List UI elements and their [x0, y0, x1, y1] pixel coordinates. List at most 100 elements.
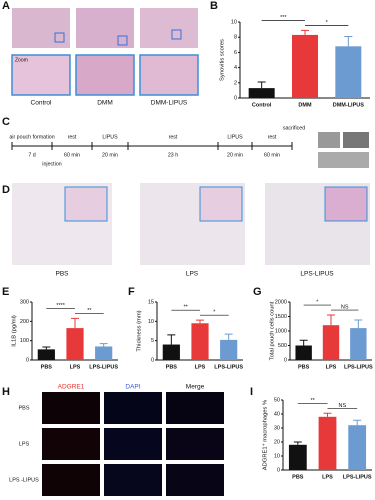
image: [42, 392, 100, 424]
x-tick-label: LPS-LIPUS: [214, 364, 243, 370]
x-tick-label: LPS: [70, 364, 81, 370]
x-tick-label: Control: [252, 102, 272, 108]
sig-label: ***: [280, 15, 287, 21]
error-bar: [257, 81, 266, 89]
panel-label: H: [2, 386, 10, 398]
y-tick-label: 200: [20, 319, 29, 325]
image: [104, 464, 162, 496]
image: [166, 428, 224, 460]
row-label: LPS: [19, 441, 30, 447]
step-duration: 7 d: [28, 152, 35, 158]
x-tick-label: LPS: [322, 474, 333, 480]
y-tick-label: 10: [231, 19, 237, 25]
y-tick-label: 300: [20, 299, 29, 305]
bar: [348, 425, 367, 470]
step-duration: 20 min: [102, 152, 118, 158]
sig-label: **: [87, 308, 92, 314]
y-tick-label: 0: [284, 357, 287, 363]
histology-d: [12, 183, 370, 265]
image: [166, 392, 224, 424]
sig-label: NS: [341, 305, 349, 311]
error-bar: [301, 29, 309, 35]
column-label: DAPI: [125, 384, 140, 391]
error-bar: [327, 314, 335, 326]
photo: [318, 152, 369, 168]
bar: [66, 328, 84, 360]
y-tick-label: 4: [234, 65, 237, 71]
y-tick-label: 8: [234, 35, 237, 41]
panel-label: B: [210, 0, 218, 12]
step-label: rest: [268, 134, 277, 140]
inset: [199, 186, 243, 222]
y-tick-label: 0: [277, 467, 280, 473]
error-bar: [293, 441, 302, 445]
zoom-box: [171, 29, 182, 40]
panel-label: C: [2, 116, 10, 128]
y-tick-label: 10: [148, 319, 154, 325]
y-tick-label: 500: [278, 343, 287, 349]
image-label: LPS: [186, 271, 199, 278]
zoom-box: [117, 35, 128, 46]
panel-label: A: [2, 0, 10, 12]
start-event: injection: [42, 161, 61, 167]
error-bar: [353, 419, 362, 426]
y-tick-label: 40: [274, 411, 280, 417]
y-axis-label: Thickness (mm): [137, 310, 143, 351]
step-duration: 60 min: [264, 152, 280, 158]
inset: [324, 186, 368, 222]
image: [75, 54, 135, 96]
row-label: LPS -LIPUS: [9, 477, 39, 483]
bar: [95, 346, 113, 360]
error-bar: [299, 339, 308, 346]
panel-label: I: [250, 386, 253, 398]
bar: [37, 349, 55, 360]
x-tick-label: PBS: [166, 364, 178, 370]
y-tick-label: 1000: [275, 328, 287, 334]
image-label: DMM: [97, 100, 113, 107]
zoom-box: [54, 32, 65, 43]
x-tick-label: PBS: [41, 364, 53, 370]
y-tick-label: 6: [234, 50, 237, 56]
step-duration: 20 min: [227, 152, 243, 158]
sig-label: **: [311, 398, 316, 404]
step-label: LIPUS: [102, 134, 118, 140]
bar: [350, 328, 367, 360]
image: [139, 54, 199, 96]
x-tick-label: LPS-LIPUS: [344, 364, 373, 370]
panel-label: F: [128, 286, 135, 298]
step-label: rest: [68, 134, 77, 140]
y-tick-label: 10: [274, 453, 280, 459]
step-duration: 60 min: [64, 152, 80, 158]
photo: [343, 132, 369, 148]
step-label: LIPUS: [227, 134, 243, 140]
sig-label: ****: [56, 303, 65, 309]
error-bar: [71, 317, 79, 329]
x-tick-label: LPS-LIPUS: [89, 364, 118, 370]
x-tick-label: DMM: [298, 102, 312, 108]
step-label: air pouch formation: [9, 134, 54, 140]
error-bar: [344, 35, 353, 47]
image: [104, 392, 162, 424]
y-tick-label: 20: [274, 439, 280, 445]
sig-label: *: [326, 20, 329, 26]
x-tick-label: LPS: [326, 364, 337, 370]
image: [12, 8, 70, 48]
y-axis-label: Synovitis scores: [220, 39, 226, 81]
step-label: rest: [169, 134, 178, 140]
y-tick-label: 0: [26, 357, 29, 363]
y-tick-label: 50: [274, 397, 280, 403]
bar: [191, 323, 209, 360]
image-label: Control: [31, 100, 53, 107]
y-tick-label: 30: [274, 425, 280, 431]
bar: [162, 344, 180, 360]
error-bar: [354, 319, 363, 329]
immuno-h: [42, 392, 224, 496]
bar: [322, 325, 340, 360]
image: [42, 464, 100, 496]
error-bar: [167, 334, 176, 345]
bar: [288, 444, 307, 470]
histology-a: [11, 8, 199, 96]
y-tick-label: 2000: [275, 299, 287, 305]
panel-label: D: [2, 184, 10, 196]
